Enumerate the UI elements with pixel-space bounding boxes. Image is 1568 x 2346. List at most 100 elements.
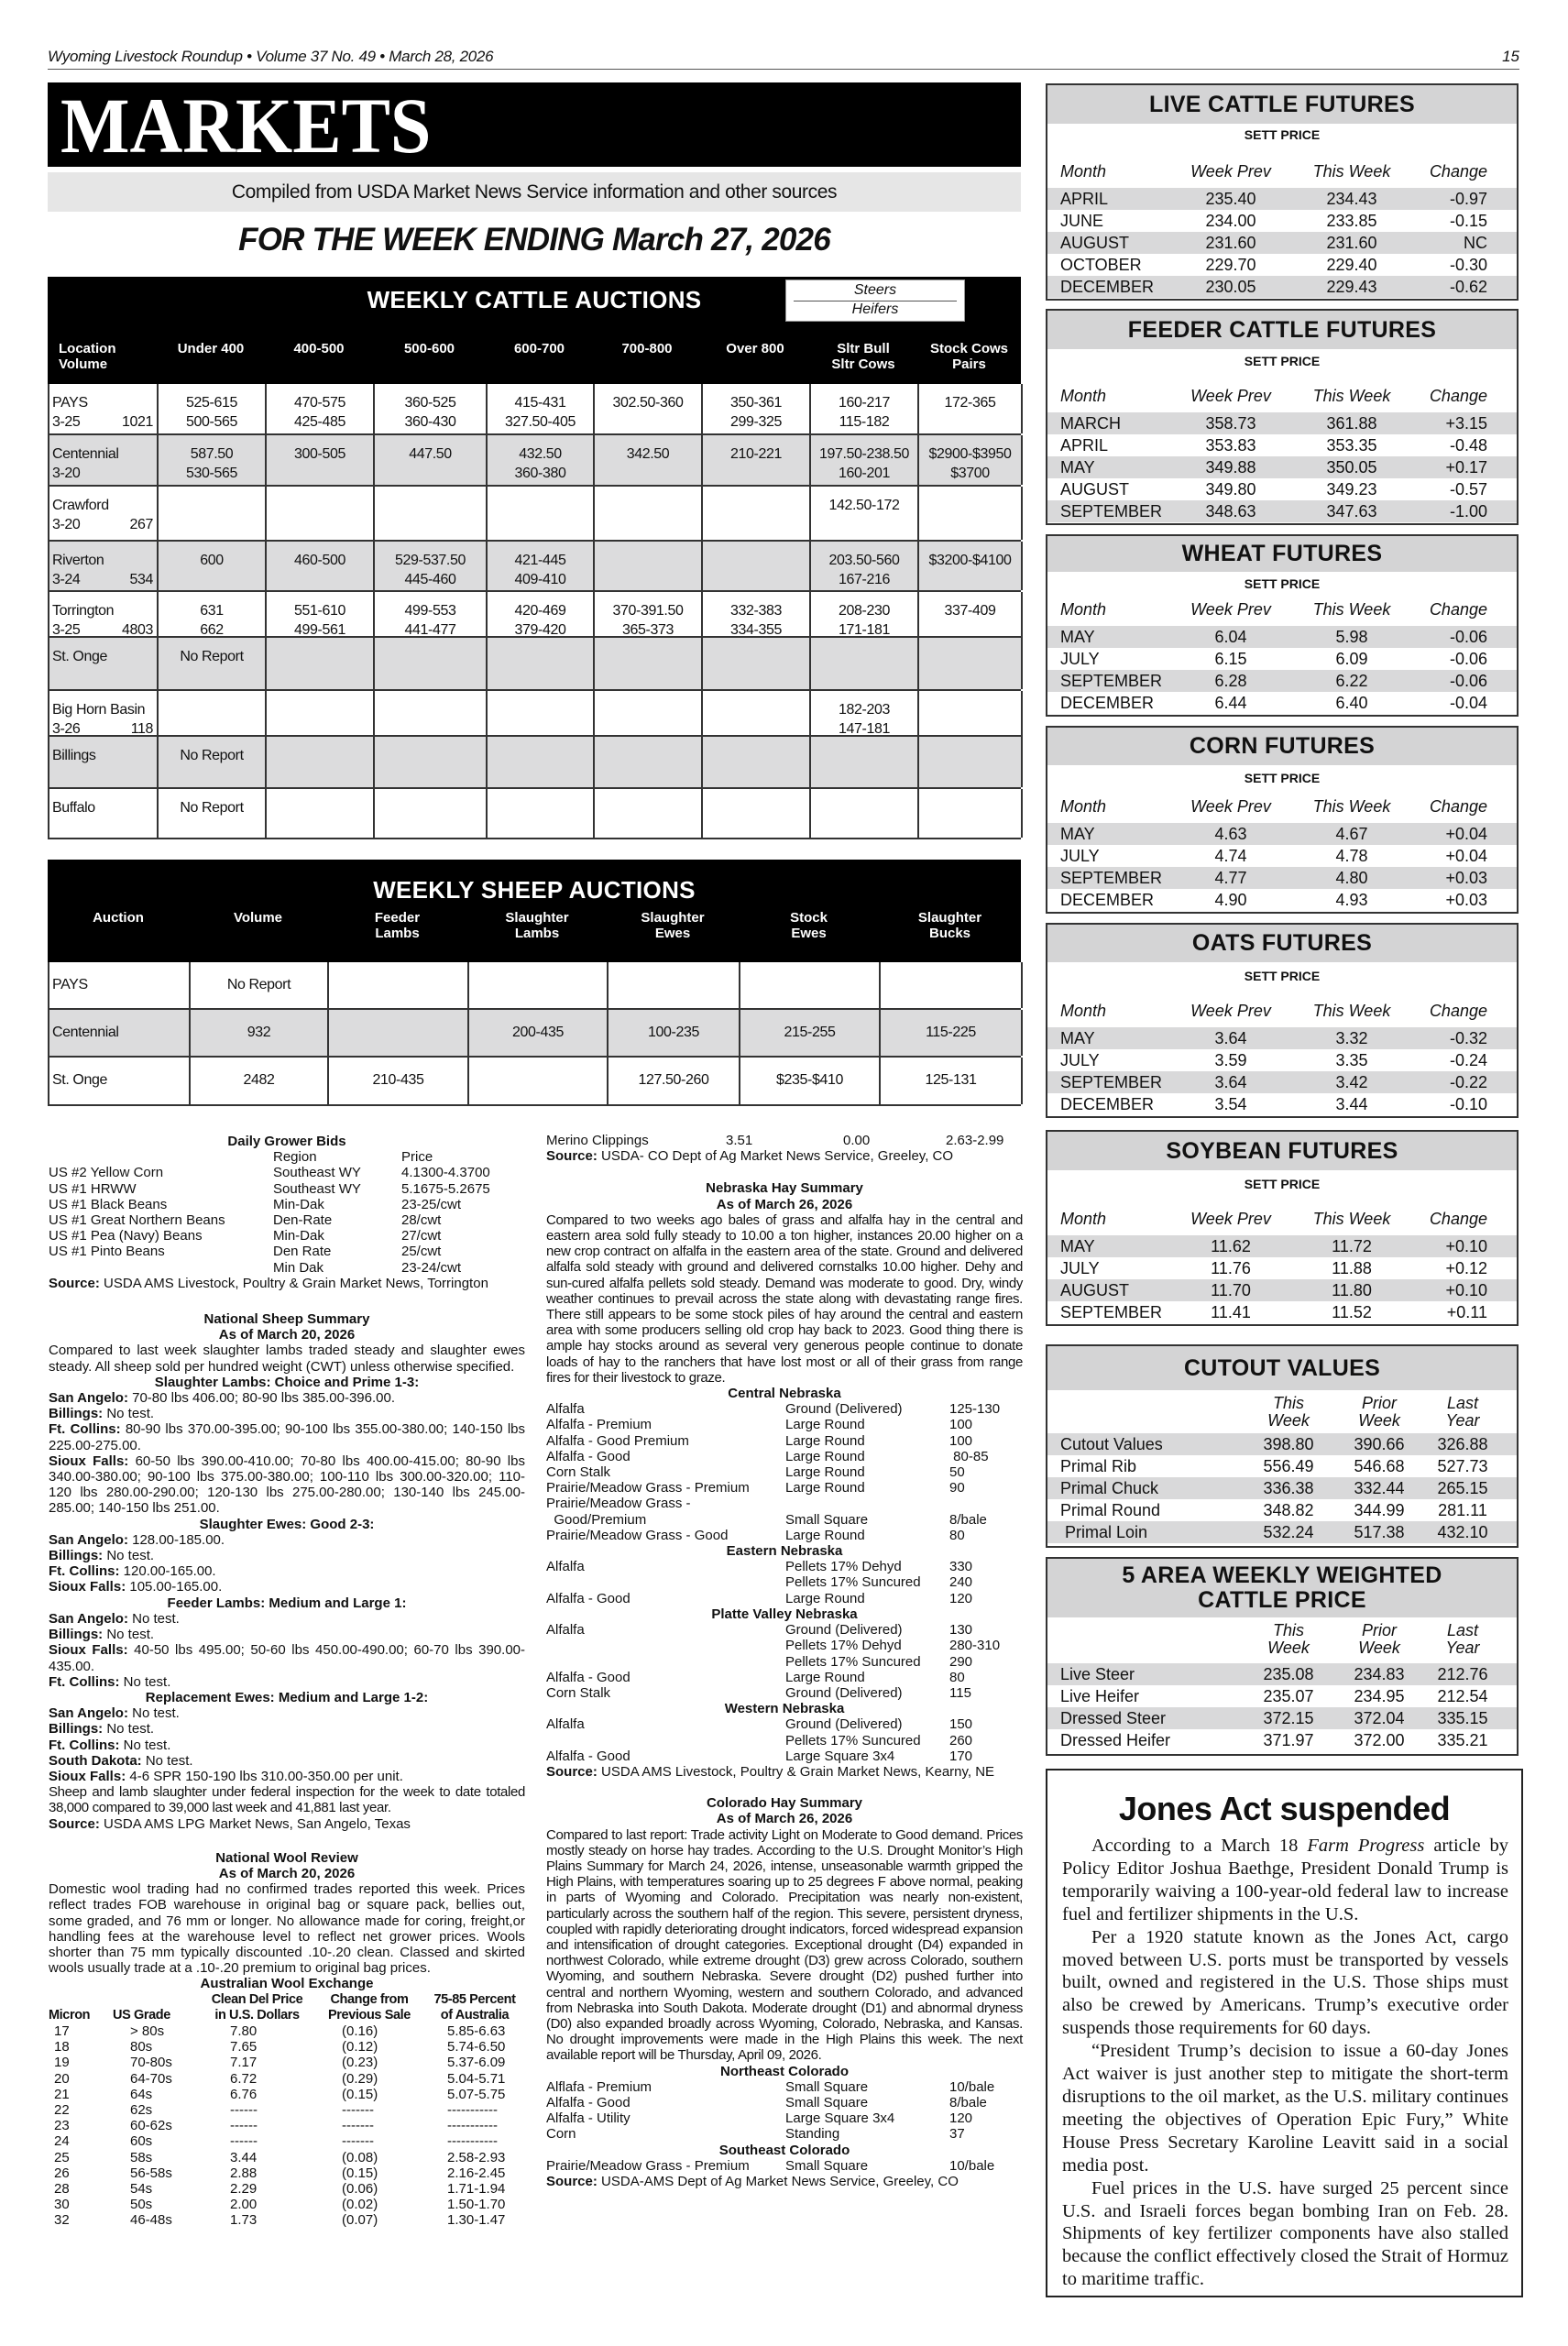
cell: Pellets 17% Dehyd xyxy=(785,1638,902,1654)
value-cell: 200-435 xyxy=(469,1010,609,1056)
hay-row: Prairie/Meadow Grass - Good/Premium Smal… xyxy=(546,1496,1023,1527)
header-line: 500-600 xyxy=(403,341,455,356)
steers-price: 182-203 xyxy=(839,702,890,718)
value-row: Primal Round 348.82 344.99 281.11 xyxy=(1047,1499,1517,1521)
cell: 2.88 xyxy=(230,2165,258,2181)
location-cell: Buffalo xyxy=(49,789,159,838)
value-cell: 125-131 xyxy=(881,1058,1023,1104)
market-name: South Dakota: xyxy=(49,1752,142,1769)
price-cell xyxy=(267,487,375,540)
futures-row: SEPTEMBER 6.28 6.22 -0.06 xyxy=(1047,670,1517,692)
cell: 70-80s xyxy=(130,2055,172,2071)
cell: -0.22 xyxy=(1449,1073,1487,1091)
cell: 265.15 xyxy=(1437,1479,1488,1497)
price-cell: $3200-$4100 xyxy=(919,542,1023,590)
column-headers: Location Volume Under 400 400-500 500-600 600… xyxy=(48,341,1021,372)
cell: 3.32 xyxy=(1335,1029,1368,1047)
price-cell xyxy=(488,638,595,689)
market-name: San Angelo: xyxy=(49,1390,128,1407)
market-prices: No test. xyxy=(132,1610,180,1627)
heifers-price: 142.50-172 xyxy=(828,498,900,513)
column-header: Clean Del Price in U.S. Dollars xyxy=(200,1992,314,2023)
cell: Alfalfa - Good xyxy=(546,1448,630,1464)
cell: -0.30 xyxy=(1449,256,1487,274)
header-line: Week xyxy=(1358,1639,1400,1657)
cell: 60-62s xyxy=(130,2118,172,2134)
heifers-price: 327.50-405 xyxy=(505,414,576,430)
masthead-subtitle: Compiled from USDA Market News Service i… xyxy=(48,172,1021,212)
steers-price: 529-537.50 xyxy=(395,553,466,568)
hay-row: Alfalfa Ground (Delivered) 125-130 xyxy=(546,1401,1023,1417)
article-headline: Jones Act suspended xyxy=(1118,1790,1451,1827)
value-row: Live Heifer 235.07 234.95 212.54 xyxy=(1047,1685,1517,1707)
source-text: USDA AMS Livestock, Poultry & Grain Mark… xyxy=(104,1275,488,1291)
volume: 267 xyxy=(129,517,154,532)
value-row: Primal Loin 532.24 517.38 432.10 xyxy=(1047,1521,1517,1543)
publication-name: Farm Progress xyxy=(1307,1836,1425,1856)
cell: 349.88 xyxy=(1205,458,1256,477)
column-header: Month xyxy=(1060,387,1107,405)
cell: MARCH xyxy=(1060,414,1121,433)
cell: AUGUST xyxy=(1060,234,1130,252)
value-cell xyxy=(881,962,1023,1008)
cell: ------- xyxy=(342,2101,374,2118)
cell: DECEMBER xyxy=(1060,278,1155,296)
column-header: Prior Week xyxy=(1333,1622,1425,1657)
table-header: WEEKLY CATTLE AUCTIONS Steers Heifers Lo… xyxy=(48,277,1021,384)
sale-date: 3-25 xyxy=(52,414,81,430)
price-cell xyxy=(919,691,1023,739)
section-heading: Feeder Lambs: Medium and Large 1: xyxy=(167,1595,407,1611)
cell: 10/bale xyxy=(949,2157,995,2174)
wool-merino-continued: Merino Clippings 3.51 0.00 2.63-2.99 Source:… xyxy=(546,1133,1023,1164)
futures-row: SEPTEMBER 348.63 347.63 -1.00 xyxy=(1047,500,1517,522)
column-header: Month xyxy=(1060,797,1107,816)
market-line: Billings: No test. xyxy=(49,1548,525,1563)
cell: APRIL xyxy=(1060,436,1109,455)
column-header: Month xyxy=(1060,1210,1107,1228)
cell: JUNE xyxy=(1060,212,1104,230)
section-heading: Northeast Colorado xyxy=(719,2063,849,2079)
steers-price: 420-469 xyxy=(514,603,566,619)
steers-price: 350-361 xyxy=(730,395,782,411)
cell: JULY xyxy=(1060,847,1100,865)
cell xyxy=(546,1638,785,1653)
location-meta: 3-25 4803 xyxy=(52,620,157,640)
cell: 1.73 xyxy=(230,2212,258,2229)
cell: US #1 Black Beans xyxy=(49,1196,168,1212)
value-row: Primal Chuck 336.38 332.44 265.15 xyxy=(1047,1477,1517,1499)
market-name: San Angelo: xyxy=(49,1531,128,1548)
cell: 23-24/cwt xyxy=(401,1259,462,1276)
header-line: Stock Cows xyxy=(929,341,1009,356)
wool-row: 20 64-70s 6.72 (0.29) 5.04-5.71 xyxy=(49,2071,525,2087)
table-row: Buffalo No Report xyxy=(48,789,1023,839)
cell: 229.70 xyxy=(1205,256,1256,274)
price-cell: 342.50 xyxy=(595,435,703,485)
steers-price: No Report xyxy=(180,800,244,816)
price-cell: 499-553 441-477 xyxy=(375,592,488,640)
cell: OCTOBER xyxy=(1060,256,1142,274)
cell: 23-25/cwt xyxy=(401,1196,462,1212)
location-meta: 3-25 1021 xyxy=(52,412,157,432)
header-line: Volume xyxy=(59,356,108,372)
cell: ------ xyxy=(230,2133,258,2150)
cell: 46-48s xyxy=(130,2212,172,2229)
header-line: Prior xyxy=(1361,1621,1397,1639)
cell: Large Round xyxy=(785,1417,865,1433)
column-header: Change xyxy=(1429,797,1487,816)
market-name: Billings: xyxy=(49,1548,104,1564)
cell: 3.64 xyxy=(1214,1073,1247,1091)
header-line: Last xyxy=(1446,1394,1479,1412)
column-header: US Grade xyxy=(113,1992,200,2023)
cell: Large Round xyxy=(785,1527,865,1543)
cell: 7.17 xyxy=(230,2055,258,2071)
cell: 28/cwt xyxy=(401,1212,442,1229)
price-cell xyxy=(267,691,375,739)
column-header: 400-500 xyxy=(265,341,373,372)
cell: 3.35 xyxy=(1335,1051,1368,1069)
value-cell: $235-$410 xyxy=(740,1058,881,1104)
header-line: Week xyxy=(1267,1639,1310,1657)
cell: 229.43 xyxy=(1326,278,1377,296)
header-line: Ewes xyxy=(654,926,691,941)
cutout-table: CUTOUT VALUES This Week Prior Week Last Year Cu… xyxy=(1046,1344,1519,1548)
futures-table: LIVE CATTLE FUTURES SETT PRICE Month Week P… xyxy=(1046,83,1519,301)
